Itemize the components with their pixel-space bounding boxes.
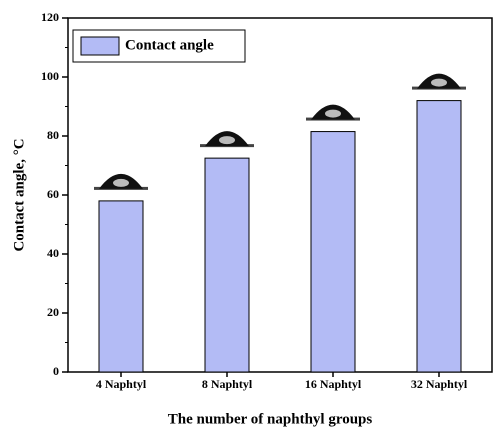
y-tick-label: 0 <box>53 364 59 378</box>
x-tick-label: 32 Naphtyl <box>411 377 468 391</box>
y-tick-label: 120 <box>41 10 59 24</box>
legend-swatch <box>81 37 119 55</box>
y-tick-label: 60 <box>47 187 59 201</box>
chart: The number of naphthyl groups Contact an… <box>0 0 496 430</box>
droplet-highlight <box>431 79 447 87</box>
legend-label: Contact angle <box>125 37 214 53</box>
droplet-highlight <box>219 136 235 144</box>
x-tick-label: 16 Naphtyl <box>305 377 362 391</box>
droplet-highlight <box>113 179 129 187</box>
y-tick-label: 100 <box>41 69 59 83</box>
bar <box>99 201 143 372</box>
bar <box>311 132 355 372</box>
x-axis-title: The number of naphthyl groups <box>168 411 373 427</box>
droplet-highlight <box>325 110 341 118</box>
bar <box>417 101 461 372</box>
y-tick-label: 20 <box>47 305 59 319</box>
x-tick-label: 8 Naphtyl <box>202 377 253 391</box>
y-axis-title: Contact angle, °C <box>11 138 27 251</box>
y-tick-label: 40 <box>47 246 59 260</box>
y-tick-label: 80 <box>47 128 59 142</box>
bar <box>205 158 249 372</box>
x-tick-label: 4 Naphtyl <box>96 377 147 391</box>
